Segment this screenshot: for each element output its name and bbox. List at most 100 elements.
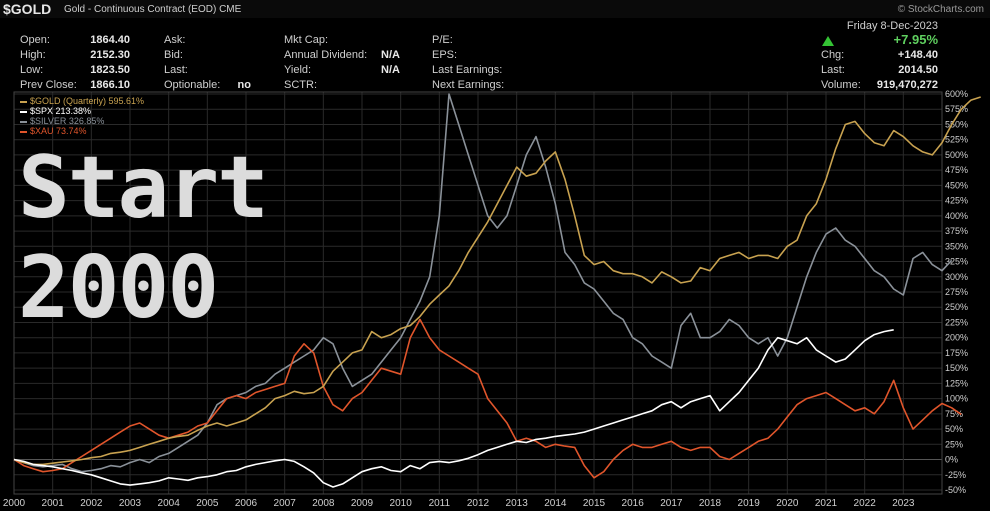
next-earnings-label: Next Earnings: — [432, 79, 505, 91]
start-2000-overlay: Start 2000 — [18, 138, 269, 338]
x-tick-label: 2020 — [776, 498, 799, 509]
y-tick-label: 150% — [945, 363, 968, 373]
y-tick-label: 600% — [945, 89, 968, 99]
x-tick-label: 2022 — [854, 498, 877, 509]
y-tick-label: 450% — [945, 180, 968, 190]
open-label: Open: — [20, 34, 50, 46]
symbol-title[interactable]: $GOLD — [3, 1, 52, 17]
x-tick-label: 2006 — [235, 498, 258, 509]
up-arrow-icon — [822, 36, 834, 46]
y-tick-label: 525% — [945, 135, 968, 145]
y-tick-label: 125% — [945, 378, 968, 388]
bid-label: Bid: — [164, 49, 183, 61]
y-tick-label: 25% — [945, 439, 963, 449]
pe-label: P/E: — [432, 34, 453, 46]
y-tick-label: 225% — [945, 317, 968, 327]
x-tick-label: 2017 — [660, 498, 683, 509]
prev-close-label: Prev Close: — [20, 79, 77, 91]
overlay-line-1: Start — [18, 138, 269, 238]
legend-item-xau[interactable]: $XAU 73.74% — [20, 126, 87, 136]
legend-item-gold[interactable]: $GOLD (Quarterly) 595.61% — [20, 96, 144, 106]
yield-label: Yield: — [284, 64, 312, 76]
y-tick-label: 50% — [945, 424, 963, 434]
annual-dividend-label: Annual Dividend: — [284, 49, 368, 61]
y-tick-label: 325% — [945, 257, 968, 267]
x-tick-label: 2014 — [544, 498, 567, 509]
legend-label-gold: $GOLD (Quarterly) 595.61% — [30, 96, 145, 106]
legend-label-xau: $XAU 73.74% — [30, 126, 87, 136]
y-axis: 600% 575% 550% 525% 500% 475% 450% 425% 400% 375%… — [945, 89, 968, 495]
low-value: 1823.50 — [90, 64, 130, 76]
x-tick-label: 2005 — [196, 498, 219, 509]
x-tick-label: 2018 — [699, 498, 722, 509]
series-line-silver — [13, 93, 953, 473]
last-earnings-label: Last Earnings: — [432, 64, 503, 76]
optionable-value: no — [237, 79, 251, 91]
volume-value: 919,470,272 — [876, 79, 938, 91]
y-tick-label: 75% — [945, 409, 963, 419]
last-label: Last: — [164, 64, 188, 76]
x-tick-label: 2002 — [80, 498, 103, 509]
change-percent: +7.95% — [860, 33, 938, 48]
description-text: Gold - Continuous Contract (EOD) — [64, 4, 217, 15]
legend-label-silver: $SILVER 326.85% — [30, 116, 105, 126]
quote-date: Friday 8-Dec-2023 — [846, 20, 938, 32]
chart-header-bar: $GOLD Gold - Continuous Contract (EOD) C… — [0, 0, 990, 18]
chg-label: Chg: — [821, 49, 845, 61]
legend-label-spx: $SPX 213.38% — [30, 106, 92, 116]
optionable-label: Optionable: — [164, 79, 221, 91]
x-tick-label: 2019 — [738, 498, 761, 509]
legend-item-silver[interactable]: $SILVER 326.85% — [20, 116, 104, 126]
annual-dividend-value: N/A — [381, 49, 400, 61]
x-tick-label: 2012 — [467, 498, 490, 509]
open-value: 1864.40 — [90, 34, 130, 46]
y-tick-label: -50% — [945, 485, 966, 495]
y-tick-label: 375% — [945, 226, 968, 236]
x-tick-label: 2013 — [506, 498, 529, 509]
yield-value: N/A — [381, 64, 400, 76]
series-line-gold — [13, 96, 981, 466]
legend-swatch-gold — [20, 100, 27, 103]
legend-swatch-xau — [20, 130, 27, 133]
x-tick-label: 2008 — [312, 498, 335, 509]
plot-border — [13, 91, 943, 495]
y-tick-label: 275% — [945, 287, 968, 297]
y-tick-label: 400% — [945, 211, 968, 221]
prev-close-value: 1866.10 — [90, 79, 130, 91]
x-tick-label: 2007 — [274, 498, 297, 509]
y-tick-label: 175% — [945, 348, 968, 358]
legend-swatch-spx — [20, 110, 27, 113]
y-tick-label: -25% — [945, 470, 966, 480]
last2-label: Last: — [821, 64, 845, 76]
chart-series — [13, 93, 981, 488]
x-tick-label: 2010 — [390, 498, 413, 509]
high-value: 2152.30 — [90, 49, 130, 61]
eps-label: EPS: — [432, 49, 458, 61]
x-tick-label: 2023 — [892, 498, 915, 509]
x-tick-label: 2021 — [815, 498, 838, 509]
x-axis: 2000 2001 2002 2003 2004 2005 2006 2007 2008 2009… — [3, 498, 915, 509]
last2-value: 2014.50 — [898, 64, 938, 76]
x-tick-label: 2000 — [3, 498, 26, 509]
y-tick-label: 300% — [945, 272, 968, 282]
mkt-cap-label: Mkt Cap: — [284, 34, 329, 46]
low-label: Low: — [20, 64, 44, 76]
overlay-line-2: 2000 — [18, 238, 219, 338]
exchange-text: CME — [219, 4, 242, 15]
legend-item-spx[interactable]: $SPX 213.38% — [20, 106, 91, 116]
x-tick-label: 2003 — [119, 498, 142, 509]
change-percent-text: +7.95% — [893, 32, 938, 47]
volume-label: Volume: — [821, 79, 861, 91]
y-tick-label: 250% — [945, 302, 968, 312]
y-tick-label: 550% — [945, 119, 968, 129]
y-tick-label: 0% — [945, 455, 958, 465]
x-tick-label: 2009 — [351, 498, 374, 509]
symbol-description: Gold - Continuous Contract (EOD) CME — [64, 4, 241, 15]
y-tick-label: 100% — [945, 394, 968, 404]
chg-value: +148.40 — [897, 49, 938, 61]
y-tick-label: 425% — [945, 196, 968, 206]
y-tick-label: 575% — [945, 104, 968, 114]
y-tick-label: 475% — [945, 165, 968, 175]
x-tick-label: 2004 — [158, 498, 181, 509]
